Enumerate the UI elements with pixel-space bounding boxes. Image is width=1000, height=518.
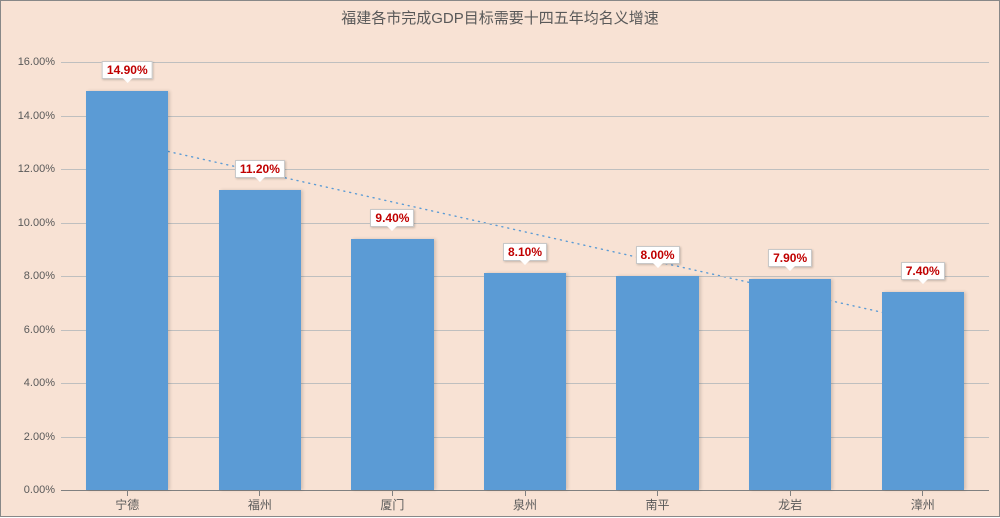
data-label: 7.90% xyxy=(768,249,812,267)
y-tick-label: 2.00% xyxy=(24,431,55,443)
gridline xyxy=(61,116,989,117)
gridline xyxy=(61,169,989,170)
x-tick-label: 宁德 xyxy=(115,496,139,513)
chart-title: 福建各市完成GDP目标需要十四五年均名义增速 xyxy=(1,1,999,30)
y-tick-label: 10.00% xyxy=(18,217,55,229)
data-label: 14.90% xyxy=(102,61,153,79)
gridline xyxy=(61,62,989,63)
x-tick-label: 福州 xyxy=(248,496,272,513)
bar xyxy=(351,239,433,490)
plot-wrap: 0.00% 2.00% 4.00% 6.00% 8.00% 10.00% 12.00% 14.… xyxy=(1,30,999,518)
x-tick-label: 南平 xyxy=(646,496,670,513)
data-label: 8.00% xyxy=(636,246,680,264)
y-tick-label: 16.00% xyxy=(18,56,55,68)
x-tick-label: 厦门 xyxy=(380,496,404,513)
bar xyxy=(616,276,698,490)
x-tick-label: 龙岩 xyxy=(778,496,802,513)
bar-chart: 福建各市完成GDP目标需要十四五年均名义增速 0.00% 2.00% 4.00% 6.… xyxy=(0,0,1000,517)
y-tick-label: 6.00% xyxy=(24,324,55,336)
y-tick-label: 8.00% xyxy=(24,270,55,282)
bar xyxy=(882,292,964,490)
plot-area: 0.00%2.00%4.00%6.00%8.00%10.00%12.00%14.… xyxy=(61,62,989,490)
y-tick-label: 14.00% xyxy=(18,110,55,122)
x-tick-label: 漳州 xyxy=(911,496,935,513)
x-tick-label: 泉州 xyxy=(513,496,537,513)
data-label: 9.40% xyxy=(370,209,414,227)
gridline xyxy=(61,223,989,224)
y-tick-label: 0.00% xyxy=(24,484,55,496)
bar xyxy=(86,91,168,490)
data-label: 11.20% xyxy=(235,160,285,178)
y-tick-label: 4.00% xyxy=(24,377,55,389)
bar xyxy=(219,190,301,490)
bar xyxy=(749,279,831,490)
bar xyxy=(484,273,566,490)
data-label: 8.10% xyxy=(503,243,547,261)
data-label: 7.40% xyxy=(901,262,945,280)
y-tick-label: 12.00% xyxy=(18,163,55,175)
